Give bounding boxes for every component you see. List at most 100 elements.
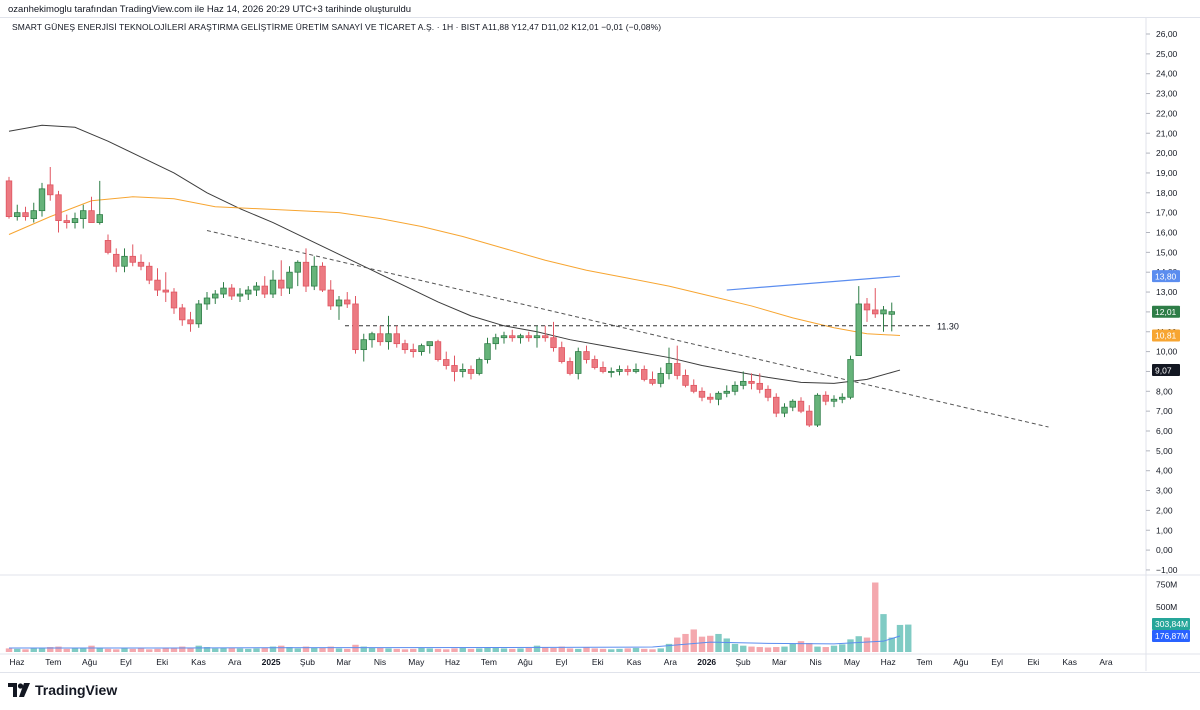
volume-bar (319, 647, 326, 652)
volume-bar (542, 647, 549, 652)
candle-body (682, 375, 689, 386)
volume-bar (335, 648, 343, 652)
time-axis-label: 2026 (697, 657, 716, 667)
horizontal-level-label: 11.30 (937, 321, 959, 331)
candle-body (492, 337, 499, 345)
descending-trendline (206, 230, 1049, 428)
candle-body (575, 351, 582, 374)
candle-body (855, 303, 862, 356)
volume-bar (245, 648, 252, 652)
volume-bar (583, 647, 590, 652)
price-label-text: 9,07 (1155, 365, 1172, 375)
volume-bar (104, 648, 112, 652)
price-tick-label: 19,00 (1156, 168, 1178, 178)
time-axis-label: Ara (228, 657, 242, 667)
volume-bar (410, 648, 417, 652)
volume-bar (286, 647, 293, 652)
candle-body (129, 255, 136, 263)
candle-body (484, 343, 491, 360)
volume-bar (723, 638, 730, 652)
candle-body (203, 297, 211, 305)
volume-bar (872, 582, 879, 652)
volume-bar (575, 648, 582, 652)
candle-body (96, 214, 103, 223)
volume-bar (599, 648, 607, 652)
volume-bar (682, 633, 689, 652)
price-tick-label: 6,00 (1156, 426, 1173, 436)
volume-label-badge (1152, 618, 1190, 630)
candle-body (707, 396, 714, 400)
price-tick-label: 24,00 (1156, 69, 1178, 79)
candle-body (822, 394, 829, 402)
volume-bar (517, 648, 524, 652)
time-axis-label: Mar (772, 657, 787, 667)
candle-body (649, 378, 656, 384)
volume-bar (764, 647, 772, 652)
candle-body (657, 373, 664, 384)
volume-bar (278, 645, 285, 652)
volume-bar (847, 639, 854, 652)
resistance-line-blue (726, 275, 901, 291)
candle-body (5, 180, 13, 218)
volume-bar (707, 635, 714, 652)
volume-bar (63, 648, 70, 652)
chart-frame (0, 17, 1200, 673)
volume-bar (220, 647, 227, 652)
volume-bar (632, 647, 640, 652)
time-axis-label: Şub (735, 657, 750, 667)
tradingview-brand[interactable]: TradingView (8, 682, 117, 698)
symbol-info-line[interactable]: SMART GÜNEŞ ENERJİSİ TEKNOLOJİLERİ ARAŞT… (12, 22, 662, 32)
time-axis-label: Tem (45, 657, 61, 667)
time-axis-label: May (408, 657, 425, 667)
candle-body (764, 388, 772, 398)
volume-bar (731, 643, 739, 652)
volume-bar (121, 648, 128, 652)
time-axis-label: Haz (445, 657, 460, 667)
candle-body (443, 359, 450, 366)
candle-body (195, 303, 202, 325)
volume-bar (566, 648, 574, 652)
price-tick-label: 17,00 (1156, 208, 1178, 218)
price-tick-label: 13,00 (1156, 287, 1178, 297)
candle-body (38, 188, 46, 212)
volume-bar (814, 646, 821, 652)
candle-body (698, 390, 706, 398)
candle-body (880, 309, 887, 315)
candle-body (113, 253, 120, 267)
candle-body (872, 309, 879, 315)
candle-body (863, 303, 871, 311)
candle-body (459, 369, 466, 372)
volume-bar (179, 646, 186, 652)
candle-body (286, 271, 293, 289)
price-tick-label: 3,00 (1156, 486, 1173, 496)
candle-body (789, 400, 796, 408)
volume-bar (773, 647, 780, 652)
candle-body (773, 396, 780, 414)
volume-bar (344, 648, 351, 652)
volume-label-badge (1152, 630, 1190, 642)
time-axis-label: Mar (336, 657, 351, 667)
candle-body (179, 307, 186, 321)
candle-body (641, 369, 648, 380)
time-axis-label: Eyl (556, 657, 568, 667)
candle-body (294, 261, 301, 273)
volume-bar (162, 648, 169, 652)
candle-body (14, 212, 21, 218)
candle-body (55, 194, 62, 221)
price-tick-label: 18,00 (1156, 188, 1178, 198)
volume-bar (360, 646, 367, 652)
volume-bar (756, 647, 763, 652)
time-axis-label: Şub (300, 657, 315, 667)
time-axis-label: Haz (881, 657, 896, 667)
candle-body (22, 212, 29, 218)
price-label-badge (1152, 364, 1180, 377)
price-tick-label: 21,00 (1156, 128, 1178, 138)
candle-body (278, 279, 285, 289)
candle-body (352, 303, 359, 351)
volume-bar (426, 648, 433, 652)
volume-label-text: 176,87M (1155, 631, 1188, 641)
volume-bar (830, 645, 838, 652)
candle-body (269, 279, 277, 295)
volume-bar (311, 647, 318, 652)
